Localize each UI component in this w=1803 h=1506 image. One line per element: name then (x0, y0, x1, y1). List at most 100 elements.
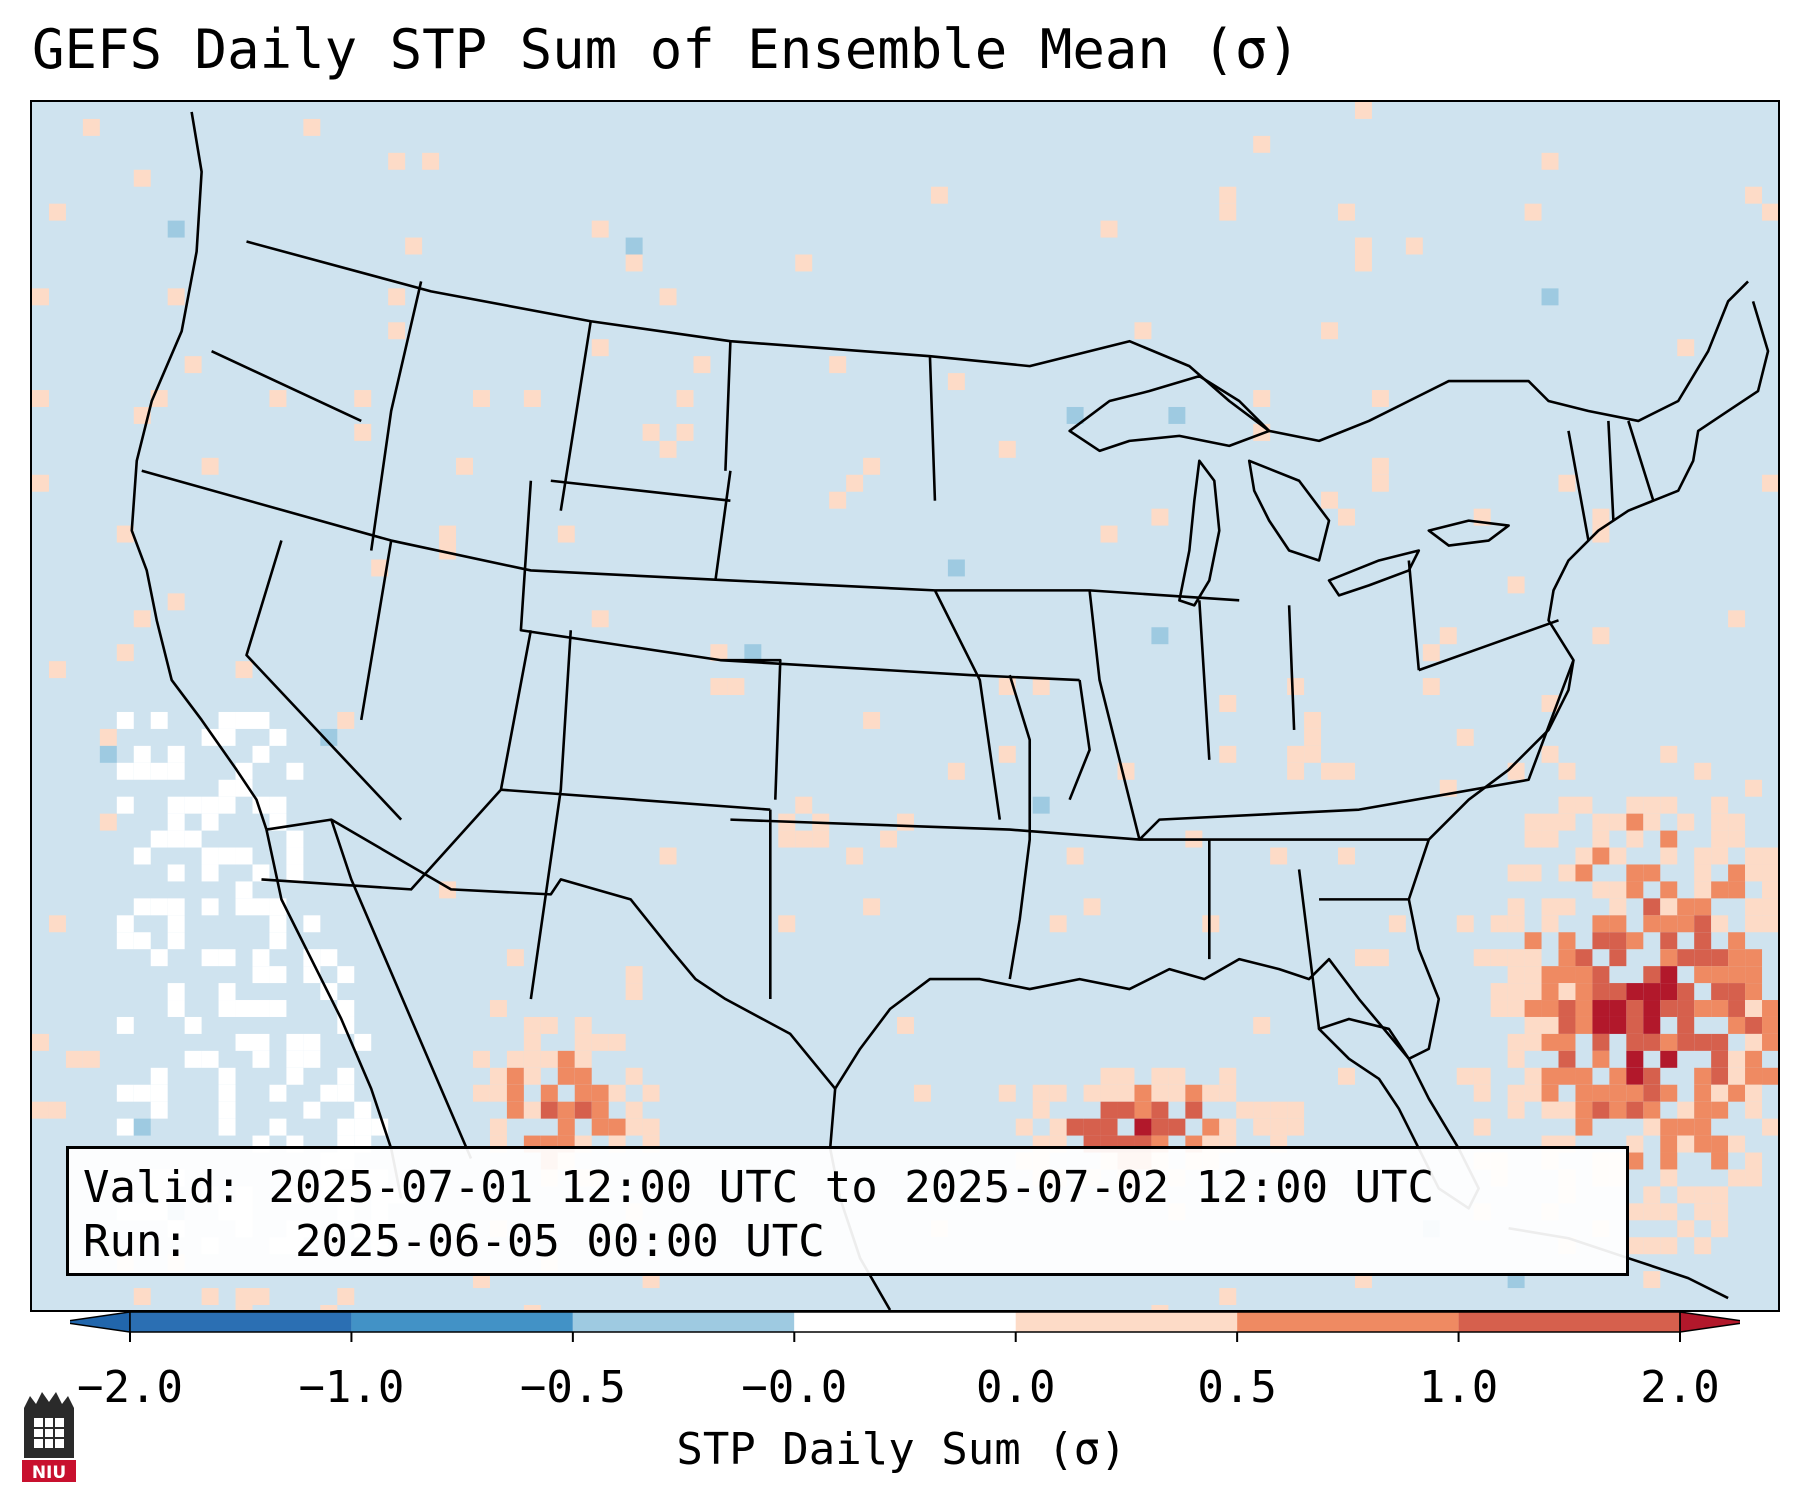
stp-cell (201, 1288, 219, 1306)
stp-cell (1660, 1169, 1678, 1187)
stp-cell (1711, 813, 1729, 831)
stp-cell (1762, 1033, 1778, 1051)
stp-cell (48, 1101, 66, 1119)
stp-cell (1609, 881, 1627, 899)
valid-line: Valid: 2025-07-01 12:00 UTC to 2025-07-0… (83, 1161, 1626, 1215)
stp-cell (1711, 1000, 1729, 1017)
stp-cell (201, 949, 219, 967)
stp-cell (1728, 1135, 1746, 1153)
us-west-coast (130, 111, 268, 831)
stp-cell (286, 762, 304, 780)
stp-cell (1524, 966, 1542, 984)
stp-cell (32, 1033, 49, 1051)
stp-cell (1049, 1084, 1067, 1102)
stp-cell (1762, 474, 1778, 492)
stp-cell (574, 1084, 592, 1102)
run-label: Run: (83, 1216, 189, 1267)
stp-cell (1762, 864, 1778, 882)
stp-cell (1609, 932, 1627, 950)
stp-cell (1643, 1000, 1661, 1017)
stp-cell (303, 1050, 321, 1068)
map-background (32, 102, 1778, 1310)
stp-cell (557, 1050, 575, 1068)
stp-cell (1694, 1237, 1712, 1255)
stp-cell (150, 1101, 168, 1119)
stp-cell (1575, 1084, 1593, 1102)
stp-cell (218, 728, 236, 746)
stp-cell (1626, 1135, 1644, 1153)
stp-cell (1711, 1050, 1729, 1068)
stp-cell (591, 1101, 609, 1119)
stp-cell (218, 711, 236, 729)
stp-cell (1745, 1101, 1763, 1119)
stp-cell (133, 169, 151, 187)
stp-cell (116, 1016, 134, 1034)
stp-cell (1575, 983, 1593, 1001)
stp-cell (116, 525, 134, 543)
stp-cell (1473, 1118, 1491, 1136)
stp-cell (1473, 1067, 1491, 1085)
gulf-coast (834, 899, 1441, 1090)
stp-cell (218, 1101, 236, 1119)
stp-cell (1694, 1033, 1712, 1051)
stp-cell (1660, 1033, 1678, 1051)
stp-cell (1473, 1084, 1491, 1102)
stp-cell (1660, 1000, 1678, 1017)
stp-cell (1032, 796, 1050, 814)
stp-cell (1592, 932, 1610, 950)
stp-cell (1575, 966, 1593, 984)
stp-cell (184, 830, 202, 848)
stp-cell (1490, 1000, 1508, 1017)
stp-cell (574, 1101, 592, 1119)
stp-cell (1253, 1016, 1271, 1034)
stp-cell (1609, 1101, 1627, 1119)
stp-cell (1304, 745, 1322, 763)
stp-cell (150, 949, 168, 967)
stp-cell (1338, 847, 1355, 865)
stp-cell (82, 1050, 100, 1068)
stp-cell (1100, 525, 1118, 543)
stp-cell (1694, 864, 1712, 882)
stp-cell (1762, 1067, 1778, 1085)
stp-cell (1575, 1118, 1593, 1136)
stp-cell (1643, 1118, 1661, 1136)
stp-cell (1253, 135, 1271, 153)
stp-cell (540, 1101, 558, 1119)
stp-cell (1541, 813, 1559, 831)
stp-cell (1745, 966, 1763, 984)
stp-cell (1354, 237, 1372, 255)
stp-cell (1100, 1067, 1118, 1085)
stp-cell (1660, 881, 1678, 899)
stp-cell (1592, 1050, 1610, 1068)
stp-cell (863, 898, 881, 916)
stp-cell (1592, 1000, 1610, 1017)
stp-cell (1626, 1016, 1644, 1034)
stp-cell (1762, 203, 1778, 221)
stp-cell (1711, 1101, 1729, 1119)
stp-cell (150, 830, 168, 848)
stp-cell (1541, 966, 1559, 984)
stp-cell (489, 1084, 507, 1102)
stp-cell (1117, 1084, 1135, 1102)
stp-cell (591, 610, 609, 628)
stp-cell (1287, 762, 1305, 780)
stp-cell (1660, 1237, 1678, 1255)
stp-cell (1558, 1067, 1576, 1085)
stp-cell (1541, 830, 1559, 848)
stp-cell (1168, 1118, 1186, 1136)
stp-cell (252, 864, 270, 882)
stp-cell (727, 678, 745, 696)
stp-cell (252, 898, 270, 916)
stp-cell (1287, 678, 1305, 696)
stp-cell (167, 898, 185, 916)
stp-cell (235, 1305, 253, 1310)
stp-cell (1643, 1186, 1661, 1204)
colorbar-tick-label: −0.0 (741, 1362, 848, 1413)
stp-cell (1694, 915, 1712, 933)
stp-cell (1694, 932, 1712, 950)
stp-cell (1592, 881, 1610, 899)
stp-cell (99, 745, 117, 763)
colorbar-segment (1015, 1312, 1238, 1332)
stp-cell (1100, 1118, 1118, 1136)
stp-cell (1643, 966, 1661, 984)
